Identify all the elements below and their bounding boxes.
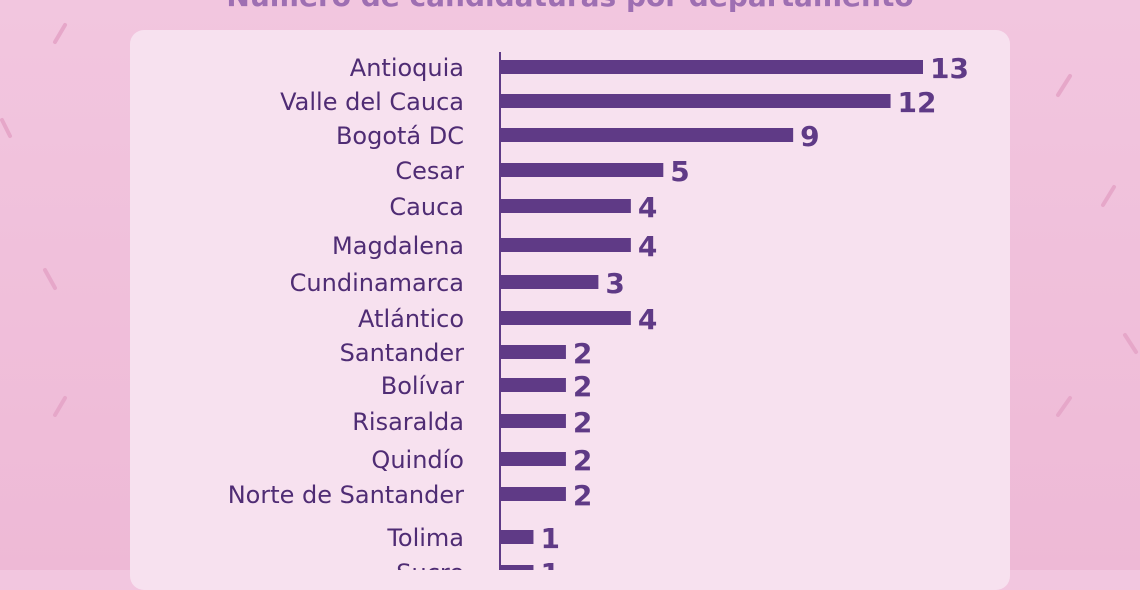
- chart-panel: [130, 30, 1010, 590]
- background-decoration: [0, 23, 1138, 417]
- data-label: 4: [638, 191, 657, 224]
- data-label: 2: [573, 479, 592, 512]
- data-label: 5: [670, 155, 689, 188]
- category-label: Risaralda: [352, 408, 464, 436]
- data-label: 2: [573, 370, 592, 403]
- bar: [501, 452, 566, 466]
- bar: [501, 311, 631, 325]
- data-label: 1: [540, 557, 559, 570]
- bar: [501, 565, 534, 570]
- data-label: 2: [573, 406, 592, 439]
- category-label: Quindío: [371, 446, 464, 474]
- category-label: Santander: [340, 339, 464, 367]
- category-label: Bogotá DC: [336, 122, 464, 150]
- data-label: 2: [573, 337, 592, 370]
- data-label: 2: [573, 444, 592, 477]
- bar: [501, 487, 566, 501]
- bar: [501, 530, 534, 544]
- bar: [501, 378, 566, 392]
- bar: [501, 60, 923, 74]
- category-label: Norte de Santander: [228, 481, 464, 509]
- bar: [501, 414, 566, 428]
- data-label: 9: [800, 120, 819, 153]
- category-label: Valle del Cauca: [280, 88, 464, 116]
- category-label: Atlántico: [358, 305, 464, 333]
- category-label: Antioquia: [350, 54, 464, 82]
- bar: [501, 199, 631, 213]
- chart-title: Número de candidaturas por departamento: [0, 0, 1140, 13]
- data-label: 4: [638, 230, 657, 263]
- bar: [501, 128, 794, 142]
- category-label: Cundinamarca: [290, 269, 464, 297]
- category-label: Cauca: [389, 193, 464, 221]
- bar: [501, 94, 891, 108]
- category-label: Tolima: [386, 524, 464, 552]
- category-label: Magdalena: [332, 232, 464, 260]
- category-label: Cesar: [395, 157, 464, 185]
- data-label: 13: [930, 52, 969, 85]
- data-label: 1: [540, 522, 559, 555]
- bar: [501, 238, 631, 252]
- bar: [501, 345, 566, 359]
- data-label: 12: [898, 86, 937, 119]
- data-label: 3: [605, 267, 624, 300]
- bar: [501, 275, 599, 289]
- category-label: Bolívar: [381, 372, 464, 400]
- category-label: Sucre: [396, 559, 464, 570]
- bar: [501, 163, 664, 177]
- data-label: 4: [638, 303, 657, 336]
